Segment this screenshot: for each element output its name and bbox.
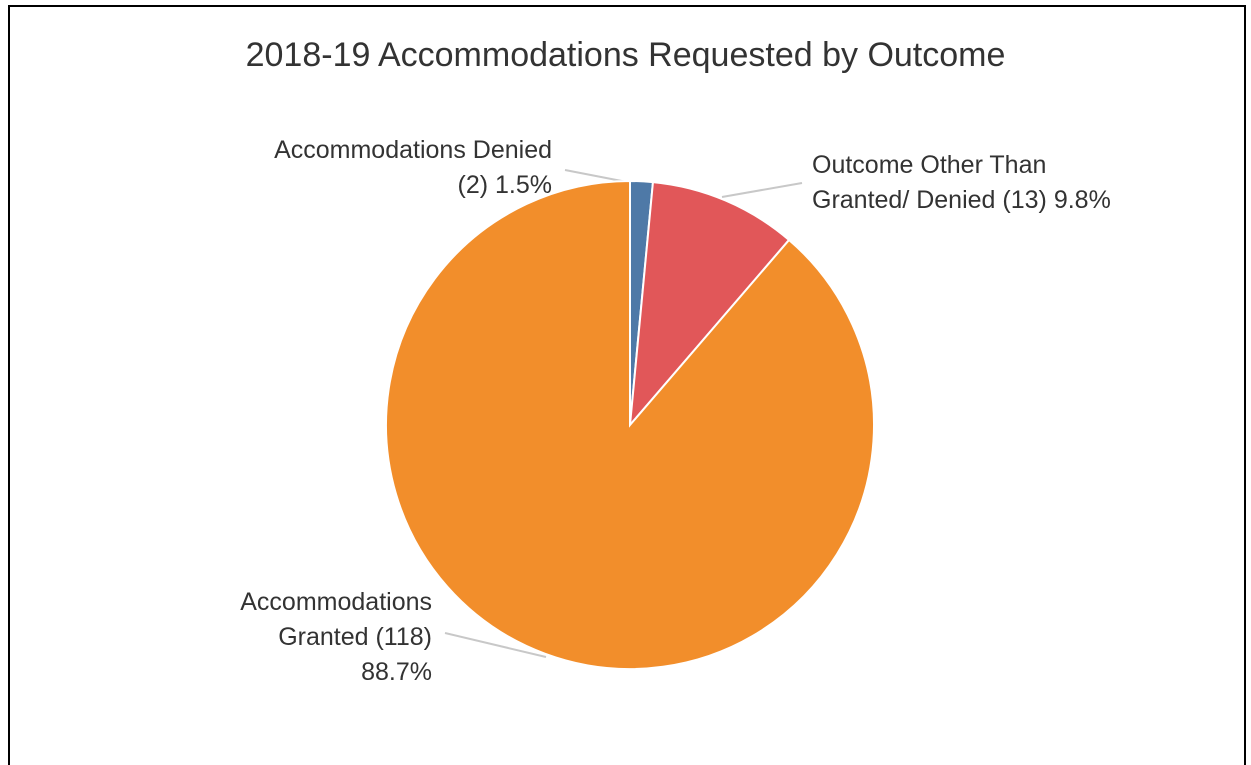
category-label: Outcome Other Than Granted/ Denied: [812, 151, 1047, 214]
slice-label: Accommodations Denied (2) 1.5%: [257, 133, 552, 203]
slice-label: Outcome Other Than Granted/ Denied (13) …: [812, 148, 1127, 218]
frame: [8, 5, 1246, 765]
leader-line: [444, 632, 547, 658]
value-label: 9.8%: [1053, 186, 1111, 214]
count-label: (118): [375, 623, 432, 651]
value-label: 1.5%: [495, 171, 552, 199]
count-label: (2): [457, 171, 489, 199]
category-label: Accommodations Denied: [274, 136, 552, 164]
count-label: (13): [1002, 186, 1047, 214]
pie: [385, 179, 875, 670]
slice-label: Accommodations Granted (118) 88.7%: [227, 585, 432, 690]
category-label: Accommodations Granted: [240, 588, 432, 651]
value-label: 88.7%: [361, 658, 432, 686]
chart-title: 2018-19 Accommodations Requested by Outc…: [245, 36, 1006, 74]
pie-slice: [385, 179, 875, 670]
pie-slice: [628, 180, 791, 429]
leader-line: [721, 182, 803, 198]
